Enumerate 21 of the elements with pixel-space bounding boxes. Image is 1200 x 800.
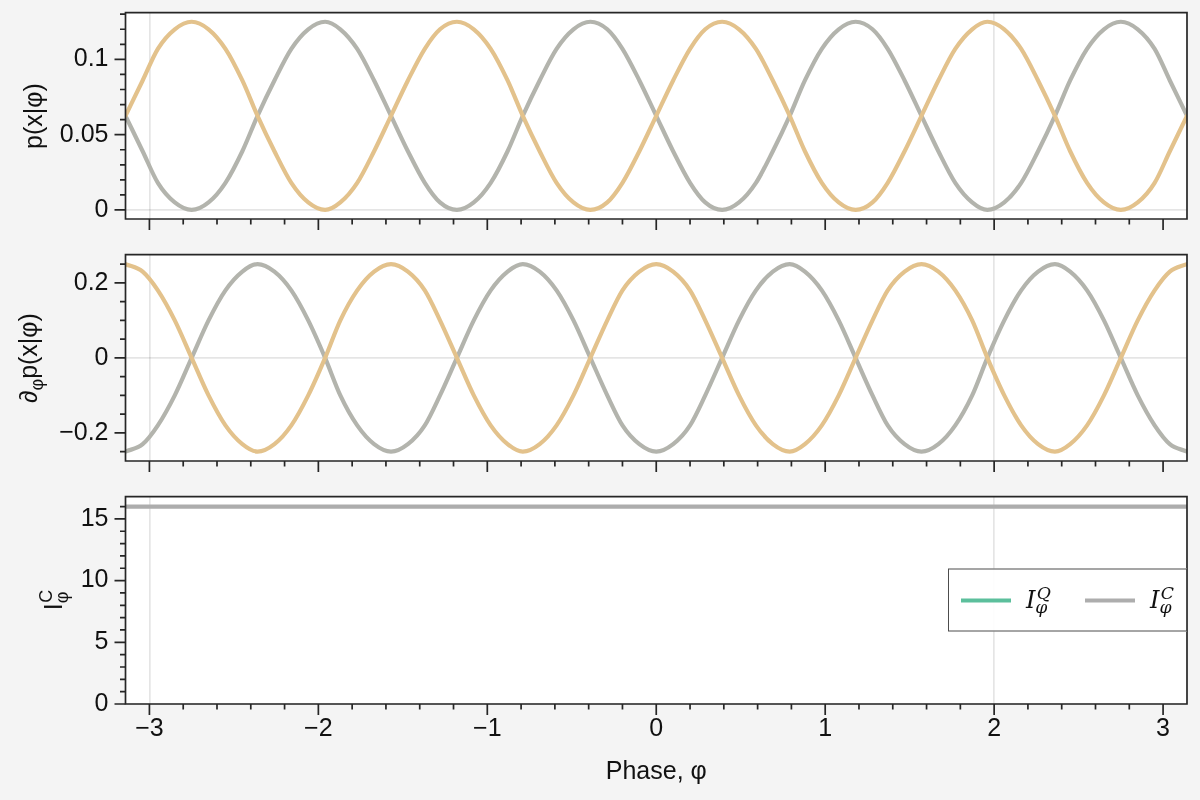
- x-tick-label: −3: [135, 712, 164, 741]
- y-tick-label: 5: [94, 626, 109, 655]
- y-tick-label: 0: [94, 341, 109, 370]
- line-series: [125, 261, 1187, 454]
- line-series: [125, 19, 1187, 213]
- y-tick-label: 0: [94, 687, 109, 716]
- x-tick-label: 3: [1156, 712, 1171, 741]
- y-tick-label: 0: [94, 193, 109, 222]
- x-tick-label: 0: [649, 712, 664, 741]
- y-tick-label: 0.1: [73, 43, 109, 72]
- y-axis-title: p(x|φ): [17, 82, 48, 149]
- x-tick-label: 1: [818, 712, 833, 741]
- x-tick-label: 2: [987, 712, 1002, 741]
- y-tick-label: −0.2: [59, 416, 109, 445]
- x-tick-label: −2: [304, 712, 333, 741]
- y-tick-label: 0.2: [73, 266, 109, 295]
- y-tick-label: 0.05: [59, 118, 109, 147]
- x-axis-title: Phase, φ: [605, 755, 707, 785]
- x-tick-label: −1: [473, 712, 502, 741]
- y-tick-label: 15: [80, 502, 109, 531]
- y-tick-label: 10: [80, 564, 109, 593]
